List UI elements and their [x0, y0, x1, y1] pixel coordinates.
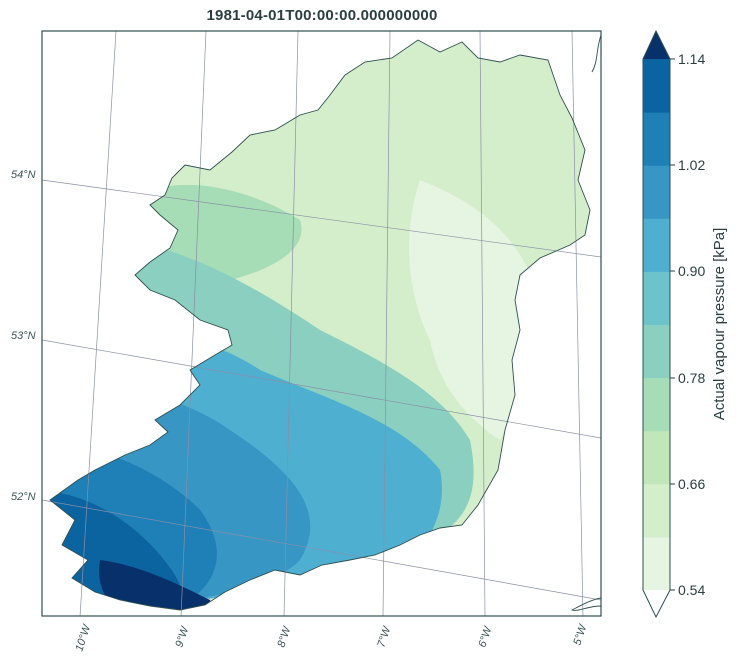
cb-tick-label-0-90: 0.90	[678, 263, 705, 279]
lat-label-54n: 54°N	[11, 169, 36, 181]
parallel-52n	[42, 499, 601, 601]
colorbar-segments	[643, 59, 670, 591]
lon-label-7w: 7°W	[375, 624, 393, 649]
colorbar-segment	[643, 59, 670, 113]
lon-label-5w: 5°W	[571, 622, 589, 647]
colorbar-segment	[643, 536, 670, 591]
scotland-coast	[570, 34, 601, 611]
lon-label-9w: 9°W	[173, 624, 191, 649]
lon-label-8w: 8°W	[275, 624, 293, 649]
cb-tick-label-1-02: 1.02	[678, 157, 705, 173]
cb-tick-label-0-66: 0.66	[678, 476, 705, 492]
colorbar-extend-max	[643, 31, 670, 59]
colorbar-segment	[643, 324, 670, 379]
colorbar-segment	[643, 271, 670, 325]
zone-northeast-lightest	[409, 180, 541, 440]
cb-tick-label-1-14: 1.14	[678, 51, 705, 67]
colorbar: 1.14 1.02 0.90 0.78 0.66 0.54 Actual vap…	[642, 29, 728, 619]
lat-label-53n: 53°N	[11, 330, 36, 342]
colorbar-ticks: 1.14 1.02 0.90 0.78 0.66 0.54	[670, 51, 705, 598]
meridian-8w	[283, 31, 299, 616]
coastline	[49, 39, 591, 611]
graticule	[42, 31, 601, 616]
map-area	[42, 31, 601, 616]
lat-label-52n: 52°N	[11, 491, 36, 503]
colorbar-segment	[643, 377, 670, 432]
lon-label-10w: 10°W	[73, 622, 93, 653]
zone-central-light	[150, 184, 302, 281]
colorbar-extend-min	[643, 590, 670, 617]
meridian-5w	[571, 31, 584, 616]
lon-label-6w: 6°W	[476, 624, 494, 649]
colorbar-segment	[643, 430, 670, 485]
map-title: 1981-04-01T00:00:00.000000000	[206, 7, 438, 24]
meridian-10w	[79, 31, 117, 616]
map-frame	[41, 30, 602, 617]
parallel-54n	[42, 179, 601, 258]
vapour-pressure-field	[50, 40, 590, 610]
colorbar-label: Actual vapour pressure [kPa]	[711, 228, 728, 421]
meridian-7w	[382, 31, 391, 616]
colorbar-segment	[643, 483, 670, 538]
colorbar-segment	[643, 112, 670, 166]
cb-tick-label-0-78: 0.78	[678, 370, 705, 386]
colorbar-segment	[643, 218, 670, 272]
meridian-9w	[180, 31, 207, 616]
cb-tick-label-0-54: 0.54	[678, 582, 705, 598]
meridian-6w	[479, 31, 486, 616]
colorbar-segment	[643, 165, 670, 219]
